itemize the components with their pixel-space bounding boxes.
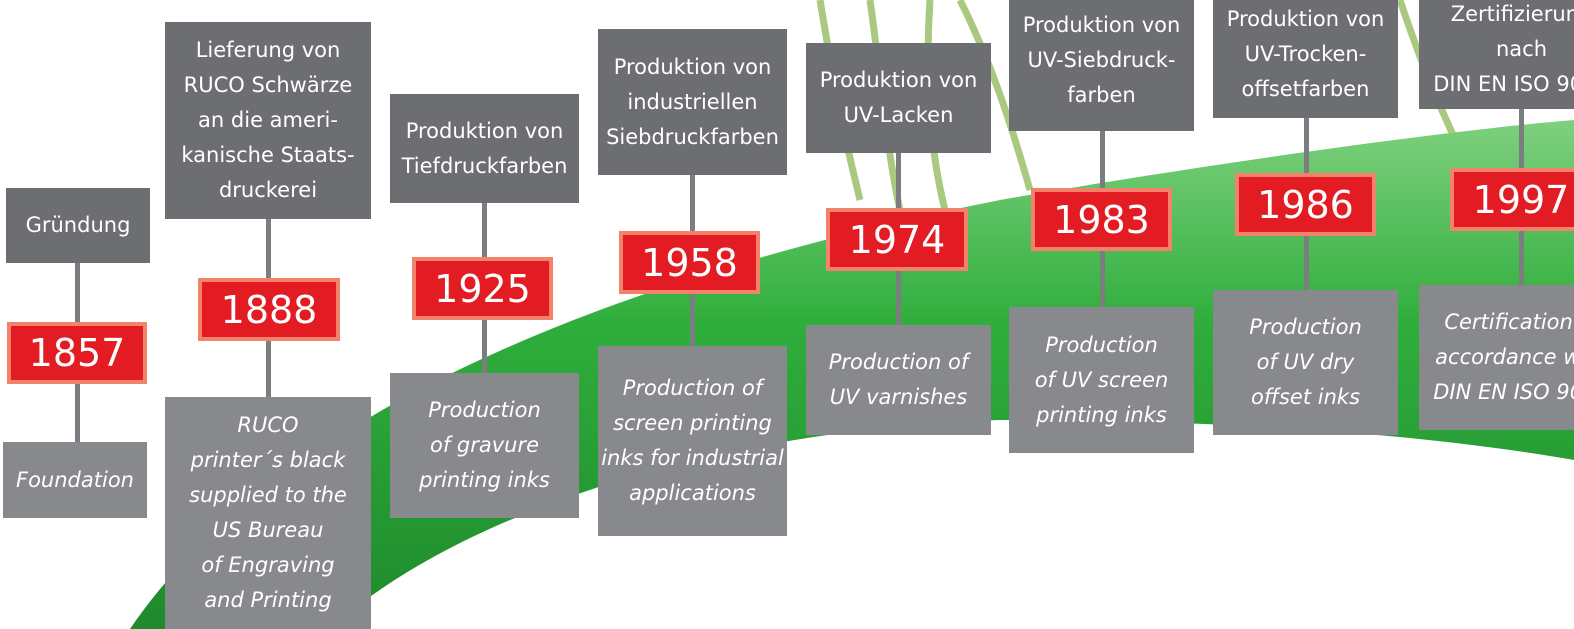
year: 1888: [198, 278, 340, 341]
year: 1974: [826, 208, 968, 271]
german-label: Produktion von UV-Siebdruck- farben: [1009, 0, 1194, 131]
german-label: Produktion von industriellen Siebdruckfa…: [598, 29, 787, 175]
german-label: Produktion von UV-Lacken: [806, 43, 991, 153]
year: 1986: [1235, 173, 1376, 236]
german-label: Lieferung von RUCO Schwärze an die ameri…: [165, 22, 371, 219]
year: 1958: [619, 231, 760, 294]
year: 1997: [1450, 168, 1574, 231]
english-label: Foundation: [3, 442, 147, 518]
german-label: Produktion von UV-Trocken- offsetfarben: [1213, 0, 1398, 118]
german-label: Gründung: [6, 188, 150, 263]
english-label: RUCO printer´s black supplied to the US …: [165, 397, 371, 629]
english-label: Production of UV screen printing inks: [1009, 307, 1194, 453]
german-label: Produktion von Tiefdruckfarben: [390, 94, 579, 203]
year: 1925: [412, 257, 553, 320]
english-label: Certification in accordance with DIN EN …: [1419, 285, 1574, 430]
timeline: Gründung 1857 Foundation Lieferung von RUCO…: [0, 0, 1574, 629]
english-label: Production of UV dry offset inks: [1213, 290, 1398, 435]
year: 1857: [7, 322, 147, 384]
english-label: Production of gravure printing inks: [390, 373, 579, 518]
english-label: Production of UV varnishes: [806, 325, 991, 435]
year: 1983: [1031, 188, 1172, 251]
english-label: Production of screen printing inks for i…: [598, 346, 787, 536]
german-label: Zertifizierung nach DIN EN ISO 9001: [1419, 0, 1574, 109]
